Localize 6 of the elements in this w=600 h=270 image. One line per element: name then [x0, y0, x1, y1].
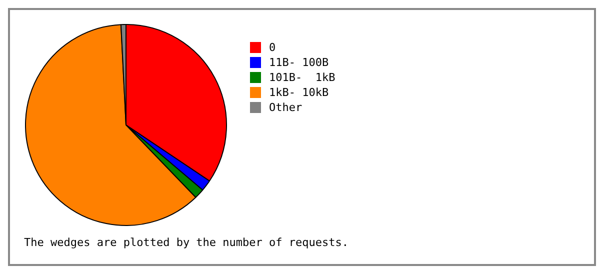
legend-label: 1kB- 10kB	[269, 86, 329, 99]
text: The wedges are plotted by the number of requests.	[24, 236, 349, 249]
legend-label: 0	[269, 41, 276, 54]
legend-label: Other	[269, 101, 302, 114]
legend-label: 11B- 100B	[269, 56, 329, 69]
legend-label: 101B- 1kB	[269, 71, 336, 84]
